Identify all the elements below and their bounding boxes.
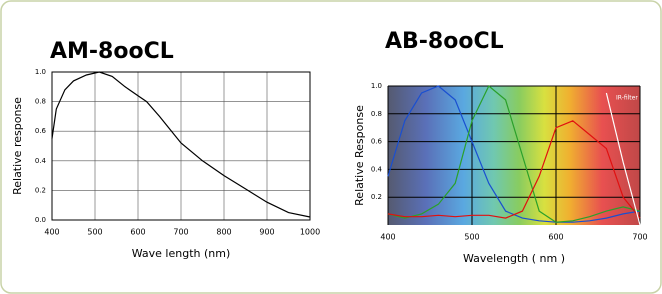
x-axis-label: Wavelength ( nm )	[463, 252, 565, 265]
page: AM-8ooCL Wave length (nm) Relative respons…	[0, 0, 662, 294]
x-tick-label: 500	[87, 228, 102, 237]
spectrum-background	[388, 86, 640, 225]
y-tick-label: 1.0	[35, 68, 46, 76]
y-tick-label: 0.8	[35, 98, 46, 106]
y-tick-label: 0.4	[35, 157, 47, 165]
y-tick-label: 0.6	[371, 138, 383, 146]
y-tick-label: 0.0	[35, 216, 46, 224]
x-tick-label: 700	[632, 233, 647, 242]
x-tick-label: 900	[259, 228, 274, 237]
x-tick-label: 800	[216, 228, 231, 237]
y-tick-label: 1.0	[371, 82, 382, 90]
x-tick-label: 400	[44, 228, 59, 237]
y-tick-label: 0.8	[371, 110, 382, 118]
y-tick-label: 0.2	[371, 193, 382, 201]
y-tick-label: 0.2	[35, 186, 46, 194]
annotation: IR-filter	[616, 95, 638, 102]
y-axis-label: Relative Response	[353, 105, 366, 206]
x-tick-label: 600	[548, 233, 563, 242]
y-axis-label: Relative response	[11, 97, 24, 195]
x-tick-label: 600	[130, 228, 145, 237]
x-axis-label: Wave length (nm)	[132, 247, 231, 260]
chart-title: AB-8ooCL	[385, 29, 504, 54]
x-tick-label: 500	[464, 233, 479, 242]
x-tick-label: 1000	[300, 228, 320, 237]
y-tick-label: 0.6	[35, 127, 47, 135]
y-tick-label: 0.4	[371, 165, 383, 173]
x-tick-label: 700	[173, 228, 188, 237]
chart-title: AM-8ooCL	[50, 39, 174, 64]
x-tick-label: 400	[380, 233, 395, 242]
